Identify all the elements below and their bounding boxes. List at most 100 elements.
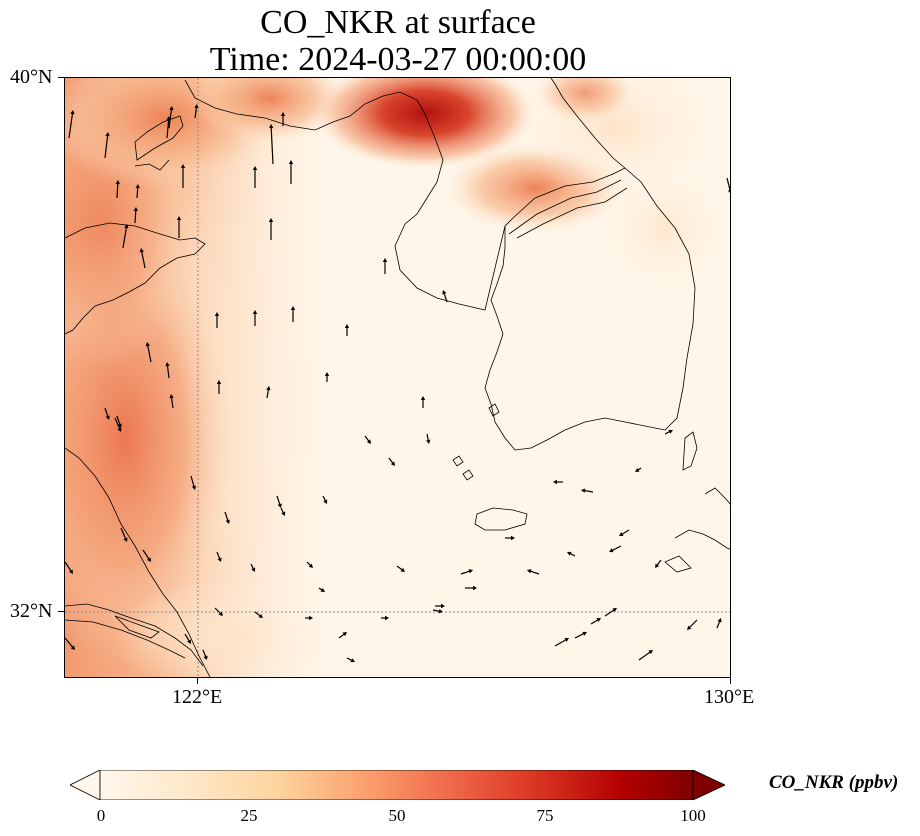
wind-arrow-shaft [443, 292, 448, 303]
wind-arrow-head [281, 511, 286, 516]
wind-arrow-shaft [590, 619, 599, 625]
wind-arrow-shaft [202, 649, 207, 658]
wind-arrow-shaft [574, 632, 585, 639]
wind-arrow-head [68, 569, 73, 574]
wind-arrow-shaft [116, 182, 119, 199]
wind-arrow-head [180, 164, 186, 168]
wind-arrow-head [135, 184, 140, 189]
wind-arrow-shaft [638, 651, 651, 661]
wind-arrow-shaft [104, 407, 109, 418]
wind-arrow-head [133, 207, 138, 212]
wind-arrow-head [145, 342, 150, 347]
wind-arrow-shaft [116, 415, 121, 426]
wind-arrow-head [290, 306, 296, 310]
colorbar-tick-0: 0 [96, 806, 106, 825]
wind-arrow-head [350, 658, 355, 663]
wind-arrow-shaft [216, 551, 221, 560]
map-title-line2: Time: 2024-03-27 00:00:00 [209, 41, 587, 78]
wind-arrow-head [511, 535, 515, 541]
wind-arrow-head [217, 557, 222, 562]
wind-arrow-shaft [726, 177, 730, 192]
wind-arrow-head [269, 124, 274, 129]
wind-arrow-shaft [688, 619, 698, 629]
map-panel [64, 77, 731, 678]
wind-arrow-shaft [194, 106, 198, 119]
wind-arrow-shaft [140, 250, 146, 269]
wind-arrow-head [324, 372, 330, 376]
wind-arrow-head [277, 503, 282, 508]
wind-arrow-head [268, 218, 274, 222]
wind-arrow-head [655, 563, 660, 568]
wind-arrow-shaft [134, 209, 137, 224]
wind-arrow-head [169, 106, 174, 111]
wind-arrow-head [609, 548, 614, 553]
wind-vectors [65, 104, 730, 663]
lon-tick-130e [730, 678, 731, 684]
wind-arrow-shaft [604, 609, 615, 617]
lon-label-122e: 122°E [172, 686, 223, 708]
wind-arrow-shaft [166, 364, 170, 379]
lon-label-130e: 130°E [704, 686, 755, 708]
wind-arrow-head [187, 639, 191, 644]
wind-arrow-head [169, 394, 174, 399]
colorbar-extend-high [692, 769, 726, 801]
wind-arrow-head [225, 519, 230, 524]
concentration-field [65, 78, 730, 677]
wind-arrow-head [146, 557, 151, 562]
wind-arrow-shaft [254, 611, 261, 617]
wind-arrow-head [165, 362, 170, 367]
wind-arrow-shaft [338, 633, 345, 639]
wind-arrow-head [687, 625, 692, 630]
wind-arrow-shaft [716, 620, 721, 629]
wind-arrow-head [166, 116, 171, 121]
wind-arrow-head [612, 608, 617, 613]
wind-arrow-shaft [170, 396, 174, 409]
wind-arrow-head [344, 324, 350, 328]
wind-arrow-shaft [270, 126, 274, 165]
wind-arrow-head [280, 112, 286, 116]
wind-arrow-head [727, 190, 730, 193]
wind-arrow-shaft [611, 545, 622, 552]
wind-arrow-head [442, 290, 447, 295]
wind-arrow-head [438, 609, 443, 614]
colorbar-extend-low [69, 769, 101, 801]
wind-arrow-head [176, 216, 182, 220]
wind-arrow-head [619, 532, 624, 536]
wind-arrow-head [214, 312, 220, 316]
wind-arrow-head [117, 423, 122, 428]
wind-arrow-shaft [388, 457, 394, 464]
wind-arrow-head [668, 429, 673, 434]
wind-arrow-head [648, 650, 653, 655]
wind-arrow-head [288, 160, 294, 164]
wind-arrow-head [70, 645, 75, 650]
wind-arrow-head [382, 258, 388, 262]
colorbar-title: CO_NKR (ppbv) [769, 772, 899, 793]
wind-arrow-head [194, 104, 199, 109]
wind-arrow-head [390, 461, 395, 466]
wind-arrow-head [441, 603, 445, 609]
map-title-line1: CO_NKR at surface [260, 4, 536, 41]
wind-arrow-shaft [184, 633, 190, 642]
wind-arrow-head [426, 439, 431, 444]
wind-arrow-head [564, 638, 569, 642]
colorbar-tick-50: 50 [388, 806, 406, 825]
wind-arrow-shaft [583, 489, 594, 493]
wind-arrow-shaft [65, 561, 72, 572]
wind-arrow-shaft [656, 559, 662, 566]
wind-arrow-head [252, 310, 258, 314]
colorbar-tick-100: 100 [680, 806, 706, 825]
wind-arrow-shaft [190, 475, 195, 488]
wind-arrow-head [385, 615, 389, 621]
wind-arrow-head [251, 567, 256, 572]
colorbar-tick-75: 75 [536, 806, 554, 825]
wind-arrow-shaft [122, 226, 128, 249]
wind-arrow-shaft [142, 549, 150, 560]
wind-arrow-shaft [621, 529, 630, 535]
wind-arrow-shaft [529, 570, 540, 575]
wind-arrow-head [203, 655, 208, 660]
wind-arrow-head [596, 618, 601, 622]
wind-arrow-head [117, 427, 122, 432]
wind-arrow-head [527, 569, 532, 574]
wind-arrow-head [553, 479, 557, 485]
wind-arrow-shaft [65, 637, 74, 649]
